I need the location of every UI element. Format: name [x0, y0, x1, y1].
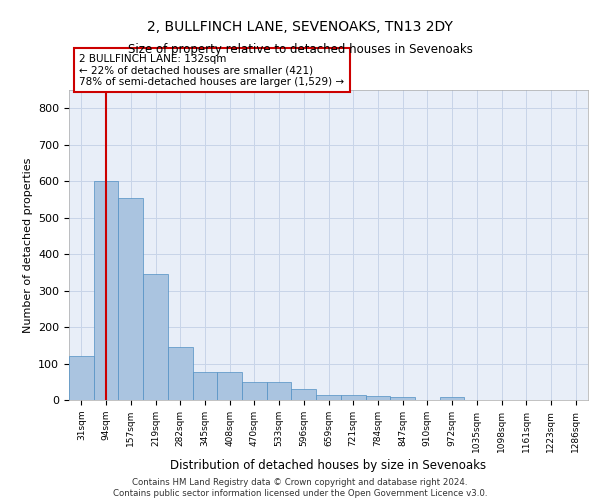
Text: 2 BULLFINCH LANE: 132sqm
← 22% of detached houses are smaller (421)
78% of semi-: 2 BULLFINCH LANE: 132sqm ← 22% of detach… — [79, 54, 344, 87]
Text: Contains HM Land Registry data © Crown copyright and database right 2024.
Contai: Contains HM Land Registry data © Crown c… — [113, 478, 487, 498]
Bar — [69, 356, 94, 400]
Bar — [94, 181, 118, 400]
Bar — [118, 198, 143, 400]
Y-axis label: Number of detached properties: Number of detached properties — [23, 158, 32, 332]
Bar — [217, 372, 242, 400]
Bar — [440, 398, 464, 400]
Bar — [316, 394, 341, 400]
Bar — [292, 389, 316, 400]
Bar — [365, 396, 390, 400]
Text: 2, BULLFINCH LANE, SEVENOAKS, TN13 2DY: 2, BULLFINCH LANE, SEVENOAKS, TN13 2DY — [147, 20, 453, 34]
Bar — [168, 347, 193, 400]
Bar — [242, 382, 267, 400]
Bar — [390, 398, 415, 400]
X-axis label: Distribution of detached houses by size in Sevenoaks: Distribution of detached houses by size … — [170, 459, 487, 472]
Bar — [193, 372, 217, 400]
Bar — [143, 274, 168, 400]
Bar — [341, 394, 365, 400]
Text: Size of property relative to detached houses in Sevenoaks: Size of property relative to detached ho… — [128, 42, 472, 56]
Bar — [267, 382, 292, 400]
